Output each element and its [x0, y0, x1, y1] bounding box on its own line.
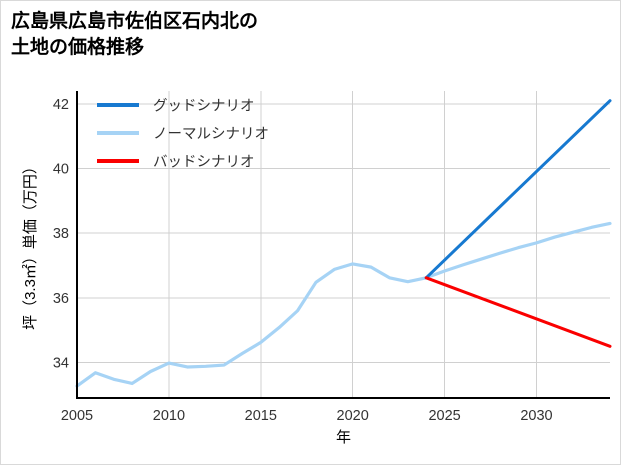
- x-tick-label: 2015: [245, 408, 277, 424]
- x-tick-label: 2030: [520, 408, 552, 424]
- legend-label-2: バッドシナリオ: [153, 155, 255, 171]
- series-line-good: [424, 99, 612, 280]
- y-tick-label: 34: [53, 355, 69, 371]
- axis-titles-group: 年 坪（3.3㎡）単価（万円）: [22, 159, 351, 446]
- y-tick-label: 38: [53, 226, 69, 242]
- y-tick-label: 36: [53, 291, 69, 307]
- series-line-bad: [424, 276, 612, 348]
- x-tick-label: 2020: [337, 408, 369, 424]
- series-group: [75, 99, 612, 388]
- legend-label-0: グッドシナリオ: [153, 98, 255, 115]
- x-axis-title: 年: [336, 429, 351, 446]
- series-line-normal: [75, 221, 612, 388]
- y-axis-title: 坪（3.3㎡）単価（万円）: [22, 159, 39, 330]
- page-title: 広島県広島市佐伯区石内北の 土地の価格推移: [11, 11, 259, 59]
- x-tick-label: 2005: [61, 408, 93, 424]
- y-tick-label: 42: [53, 97, 69, 113]
- legend-label-1: ノーマルシナリオ: [153, 127, 269, 143]
- y-tick-label: 40: [53, 162, 69, 178]
- axis-spines: [75, 91, 610, 400]
- x-tick-label: 2010: [153, 408, 185, 424]
- x-axis-tick-labels: 2005 2010 2015 2020 2025 2030: [61, 408, 553, 424]
- x-tick-label: 2025: [428, 408, 460, 424]
- y-axis-tick-labels: 34 36 38 40 42: [53, 97, 69, 372]
